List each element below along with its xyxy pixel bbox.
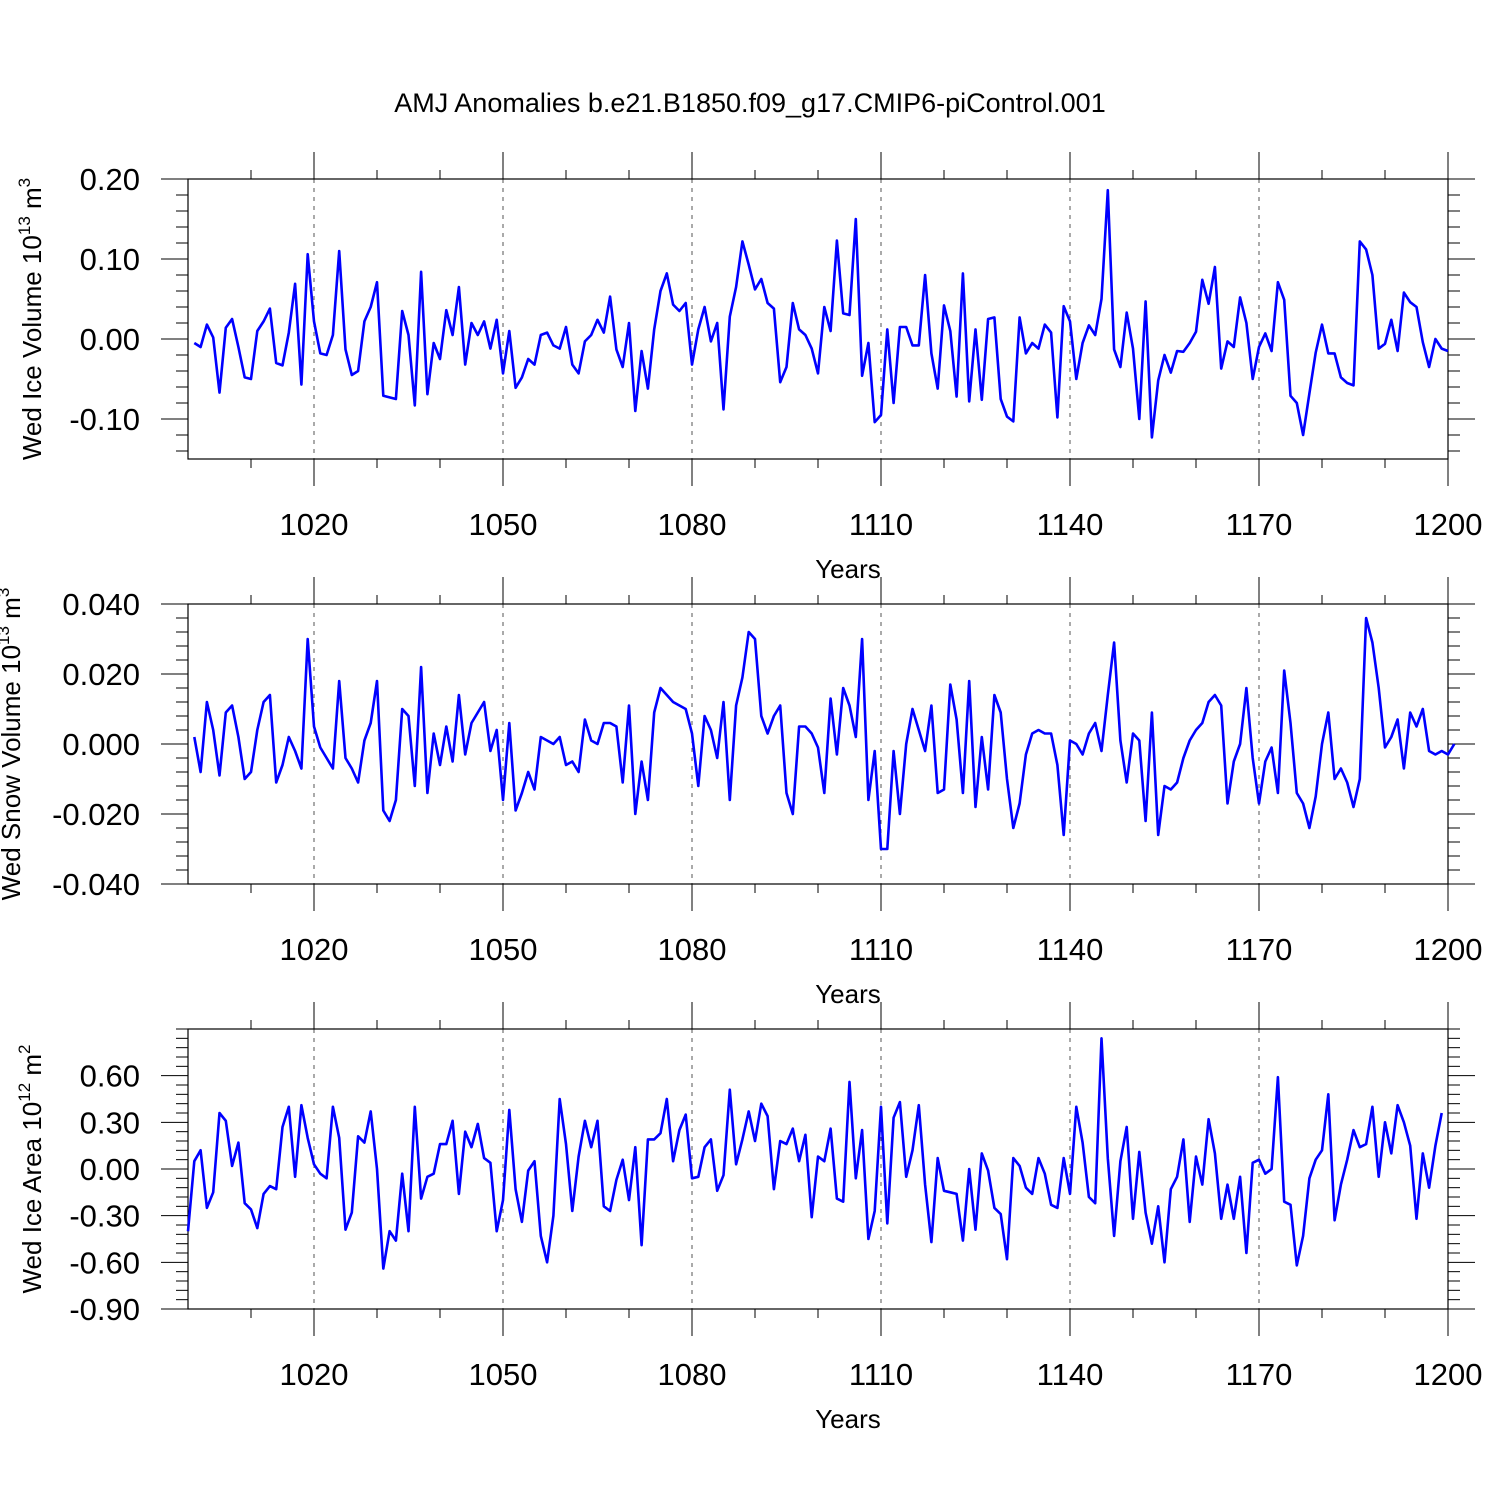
x-tick-label: 1050 bbox=[469, 932, 538, 967]
y-tick-label: 0.30 bbox=[80, 1105, 140, 1140]
y-tick-label: 0.20 bbox=[80, 162, 140, 197]
x-axis-label: Years bbox=[815, 1404, 881, 1434]
x-tick-label: 1110 bbox=[849, 932, 913, 967]
x-tick-label: 1050 bbox=[469, 507, 538, 542]
x-tick-label: 1050 bbox=[469, 1357, 538, 1392]
figure-title: AMJ Anomalies b.e21.B1850.f09_g17.CMIP6-… bbox=[394, 88, 1106, 118]
x-tick-label: 1020 bbox=[280, 1357, 349, 1392]
x-tick-label: 1080 bbox=[658, 507, 727, 542]
y-tick-label: 0.000 bbox=[62, 727, 140, 762]
panel-3: -0.90 -0.60 -0.30 0.00 0.30 0.60 1020 1050 1080 1… bbox=[15, 1002, 1482, 1434]
panel-2: -0.040 -0.020 0.000 0.020 0.040 1020 1050 1080 1… bbox=[0, 577, 1482, 1009]
x-tick-label: 1080 bbox=[658, 1357, 727, 1392]
x-tick-label: 1200 bbox=[1414, 932, 1483, 967]
x-tick-label: 1170 bbox=[1226, 507, 1293, 542]
x-tick-label: 1020 bbox=[280, 932, 349, 967]
y-tick-label: -0.30 bbox=[69, 1199, 140, 1234]
y-tick-label: 0.040 bbox=[62, 587, 140, 622]
x-tick-label: 1170 bbox=[1226, 932, 1293, 967]
plot-frame bbox=[187, 178, 1449, 460]
x-tick-label: 1140 bbox=[1037, 932, 1104, 967]
y-tick-label: -0.10 bbox=[69, 402, 140, 437]
x-tick-label: 1020 bbox=[280, 507, 349, 542]
y-tick-label: -0.040 bbox=[52, 867, 140, 902]
y-tick-label: 0.10 bbox=[80, 242, 140, 277]
x-tick-label: 1110 bbox=[849, 1357, 913, 1392]
y-tick-label: -0.90 bbox=[69, 1292, 140, 1327]
x-tick-label: 1110 bbox=[849, 507, 913, 542]
y-tick-label: 0.60 bbox=[80, 1059, 140, 1094]
x-tick-label: 1200 bbox=[1414, 1357, 1483, 1392]
y-tick-label: 0.020 bbox=[62, 657, 140, 692]
x-axis-label: Years bbox=[815, 979, 881, 1009]
y-tick-label: -0.020 bbox=[52, 797, 140, 832]
y-axis-label: Wed Snow Volume 1013 m3 bbox=[0, 588, 26, 901]
y-tick-label: 0.00 bbox=[80, 322, 140, 357]
y-tick-label: 0.00 bbox=[80, 1152, 140, 1187]
plot-frame bbox=[187, 603, 1449, 885]
x-tick-label: 1200 bbox=[1414, 507, 1483, 542]
y-axis-label: Wed Ice Volume 1013 m3 bbox=[15, 178, 47, 460]
plot-frame bbox=[187, 1028, 1449, 1310]
x-axis-label: Years bbox=[815, 554, 881, 584]
y-tick-label: -0.60 bbox=[69, 1245, 140, 1280]
x-tick-label: 1140 bbox=[1037, 507, 1104, 542]
series-line bbox=[186, 1037, 1443, 1270]
y-axis-label: Wed Ice Area 1012 m2 bbox=[15, 1044, 47, 1293]
series-line bbox=[193, 616, 1456, 851]
x-tick-label: 1080 bbox=[658, 932, 727, 967]
x-tick-label: 1140 bbox=[1037, 1357, 1104, 1392]
series-line bbox=[193, 188, 1449, 439]
panel-1: -0.10 0.00 0.10 0.20 1020 1050 1080 1110 1140 117… bbox=[15, 152, 1482, 584]
x-tick-label: 1170 bbox=[1226, 1357, 1293, 1392]
